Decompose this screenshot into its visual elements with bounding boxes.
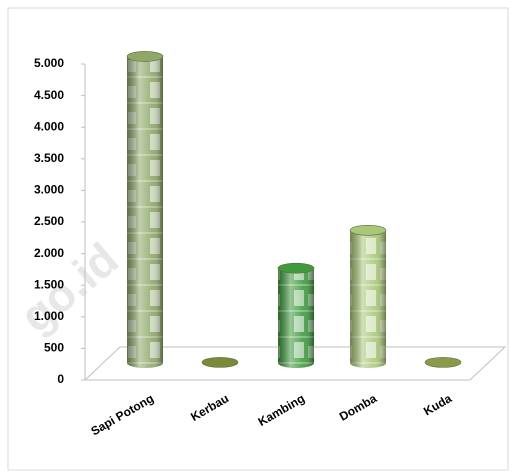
x-tick-label: Kerbau [188, 391, 231, 424]
x-tick-label: Kuda [421, 391, 454, 418]
x-tick-label: Kambing [256, 391, 307, 429]
floor [83, 346, 507, 381]
y-tick-label: 4.000 [34, 119, 64, 133]
bar-top [424, 357, 462, 368]
x-tick-label: Domba [337, 391, 380, 424]
bar-top [349, 224, 387, 236]
y-tick-label: 3.500 [34, 151, 64, 165]
bar [349, 224, 387, 368]
bar [126, 51, 164, 368]
y-tick-label: 4.500 [34, 88, 64, 102]
bar-shade [127, 56, 163, 368]
x-tick-label: Sapi Potong [88, 391, 156, 438]
bar [277, 262, 315, 368]
y-tick-label: 0 [57, 372, 64, 386]
bar-top [277, 262, 315, 274]
bar-shade [278, 268, 314, 368]
y-tick-label: 5.000 [34, 56, 64, 70]
bar-top [126, 51, 164, 62]
bar-top [201, 357, 239, 368]
y-tick-label: 2.000 [34, 246, 64, 260]
watermark: go.id [10, 232, 128, 342]
y-tick-label: 2.500 [34, 214, 64, 228]
y-tick-label: 3.000 [34, 183, 64, 197]
bar [424, 357, 462, 368]
y-tick-label: 1.000 [34, 309, 64, 323]
y-tick-label: 1.500 [34, 277, 64, 291]
chart-border [7, 7, 509, 471]
bar [201, 357, 239, 368]
y-tick-label: 500 [44, 341, 64, 355]
bar-shade [350, 230, 386, 368]
